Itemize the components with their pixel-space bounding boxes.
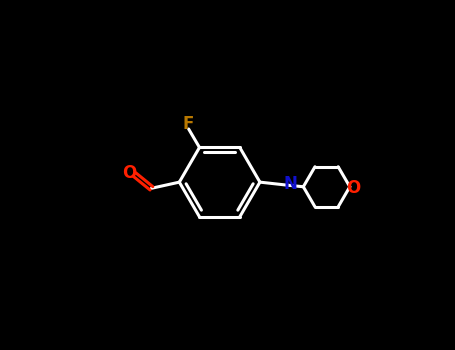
Text: O: O — [122, 164, 137, 182]
Text: F: F — [182, 114, 193, 133]
Text: N: N — [284, 175, 298, 193]
Text: O: O — [347, 178, 361, 197]
